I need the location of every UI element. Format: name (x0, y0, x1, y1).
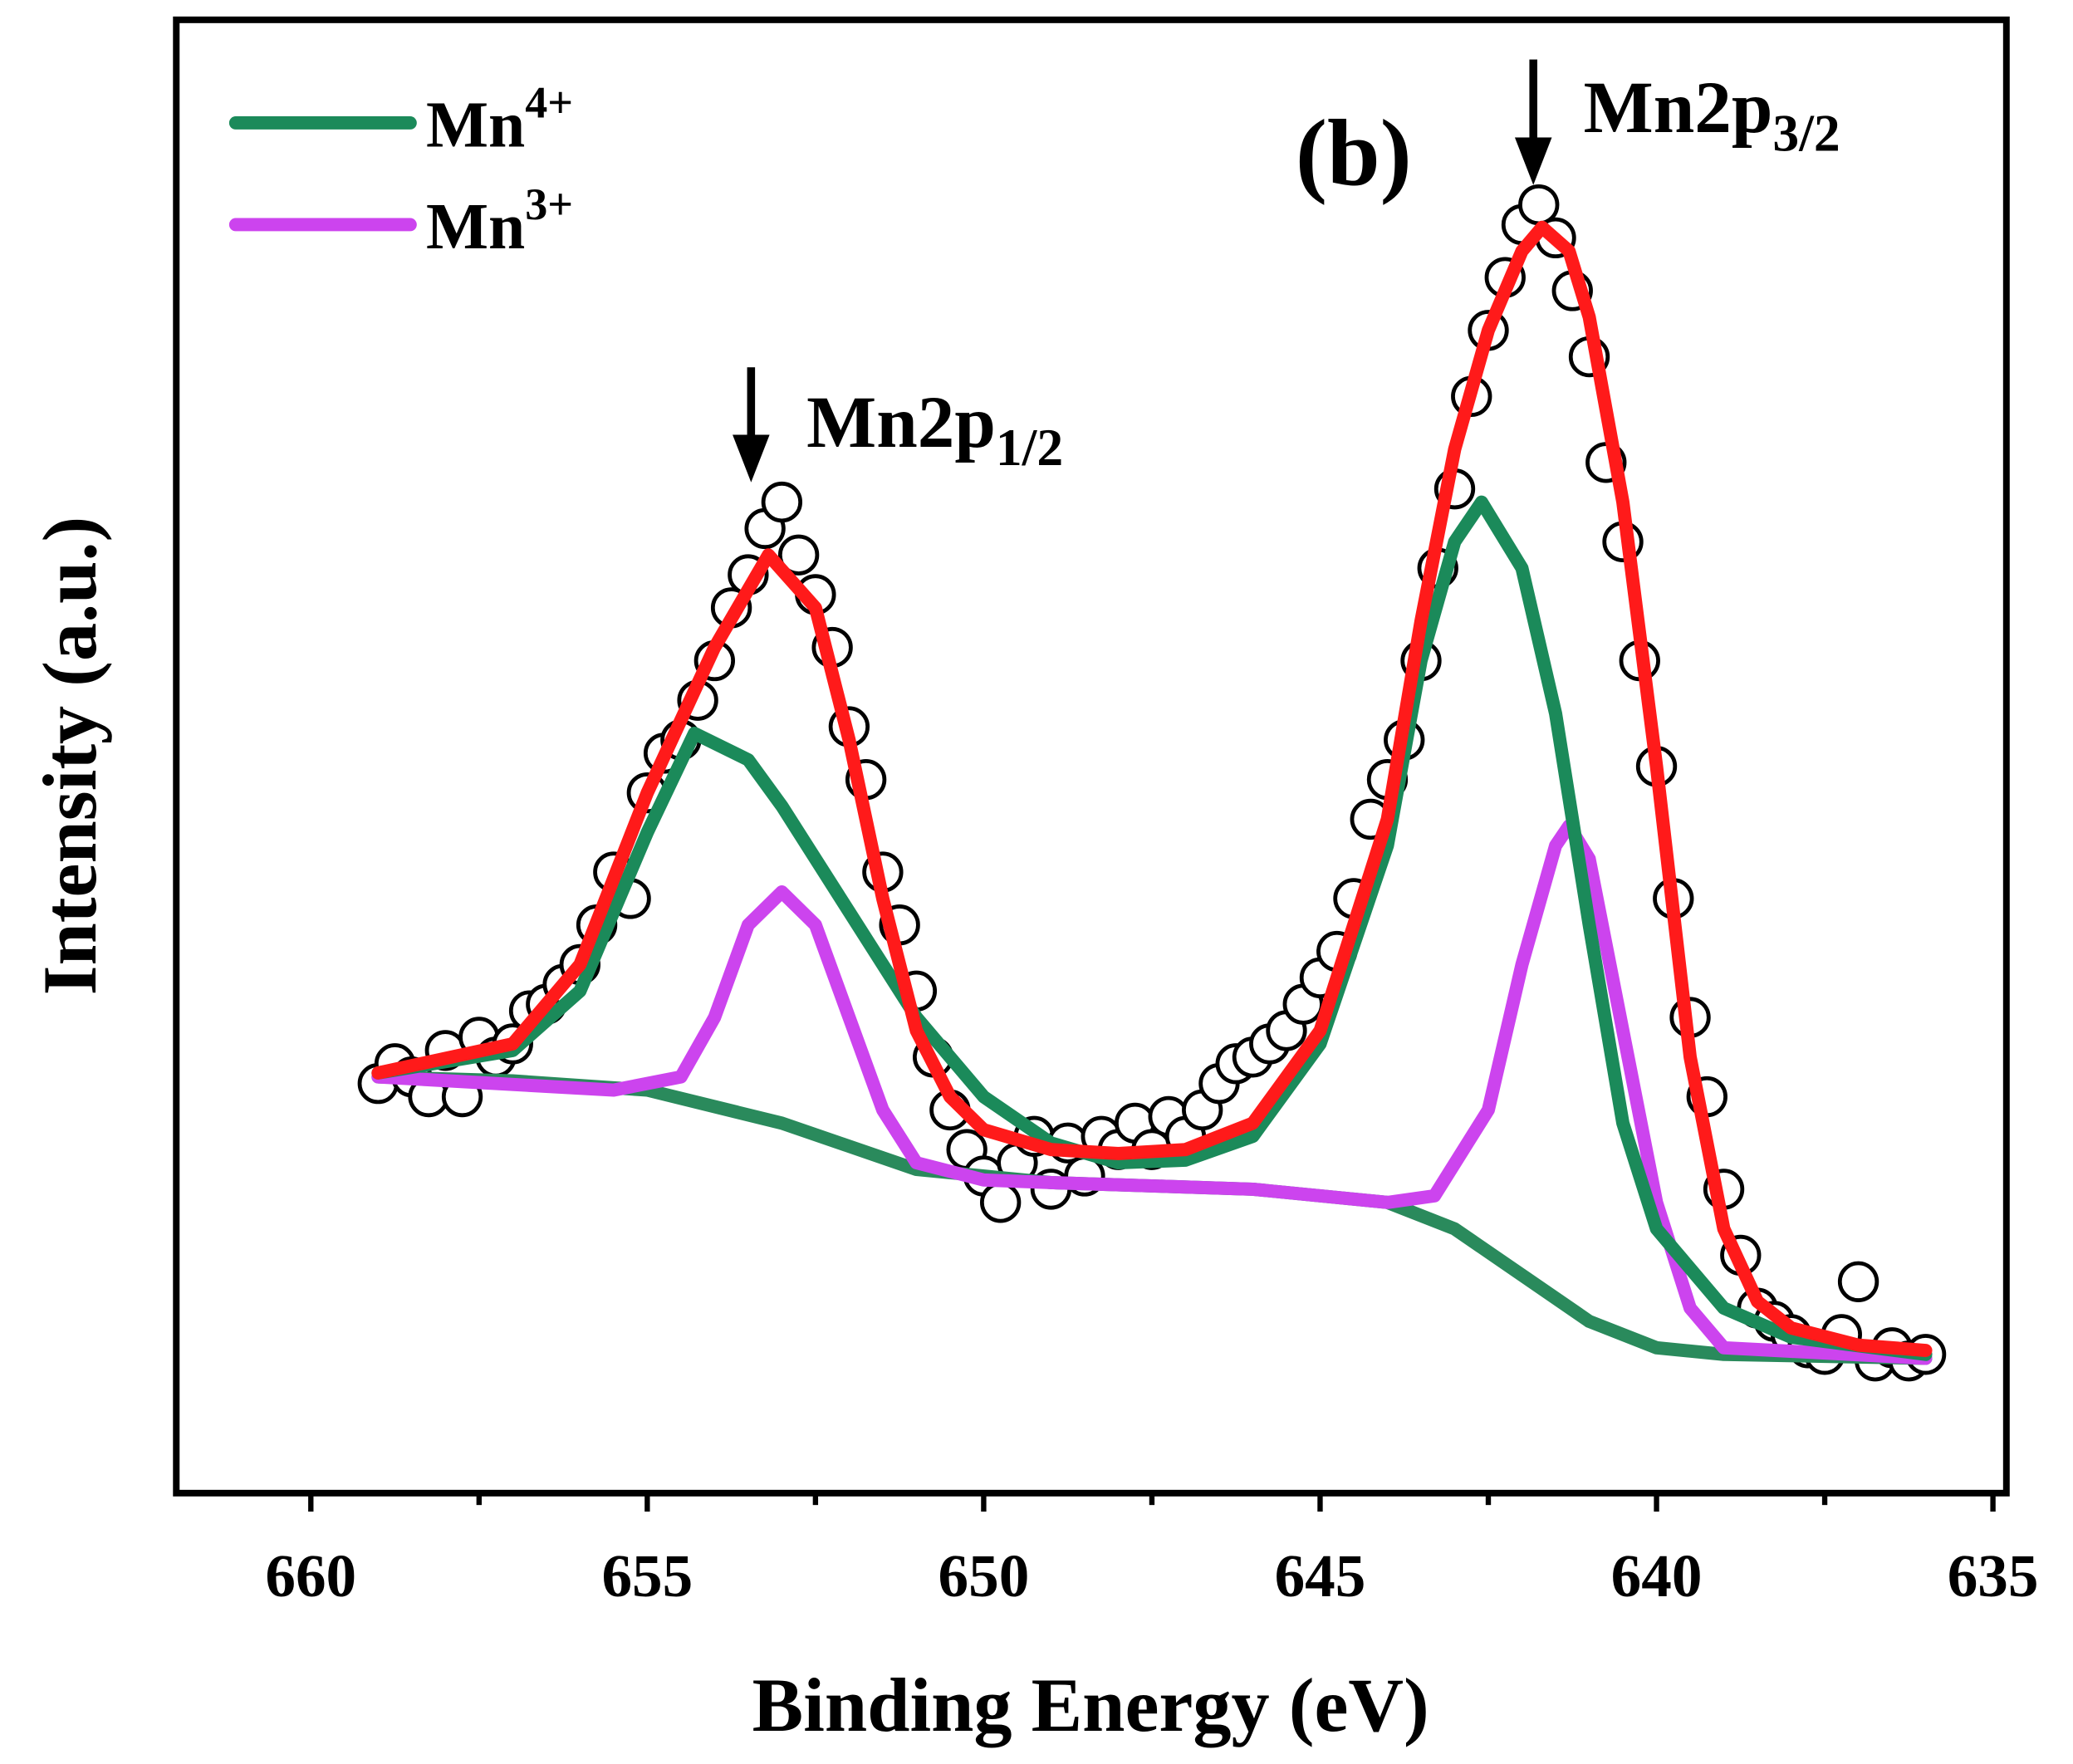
fit-line (371, 819, 1933, 1365)
plot-frame (173, 16, 2010, 1497)
data-point (777, 534, 820, 576)
x-tick-label: 645 (1275, 1542, 1366, 1610)
annotation-sub: 1/2 (996, 418, 1063, 477)
x-axis-label: Binding Energy (eV) (752, 1663, 1429, 1747)
annotation-text: Mn2p (806, 382, 996, 463)
data-point (1837, 1261, 1879, 1302)
fit-line (371, 495, 1933, 1361)
x-tick-label: 635 (1948, 1542, 2039, 1610)
legend-sup: 3+ (525, 179, 573, 229)
legend-label: Mn3+ (426, 179, 573, 263)
annotation: (b) (1296, 100, 1412, 206)
data-point (761, 481, 803, 523)
legend-sup: 4+ (525, 78, 573, 128)
annotation-sub: 3/2 (1772, 103, 1840, 162)
y-axis-label: Intensity (a.u.) (27, 517, 112, 996)
annotation: Mn2p1/2 (806, 382, 1063, 477)
data-point (979, 1182, 1022, 1223)
legend-name: Mn (426, 89, 525, 162)
fit-line (371, 220, 1933, 1357)
legend-name: Mn (426, 190, 525, 263)
annotation: Mn2p3/2 (1584, 67, 1840, 162)
arrow-head (733, 434, 770, 483)
arrow-head (1514, 137, 1552, 185)
x-tick-label: 640 (1611, 1542, 1703, 1610)
annotation-text: Mn2p (1584, 67, 1773, 149)
legend-label: Mn4+ (426, 78, 573, 162)
x-tick-label: 650 (938, 1542, 1030, 1610)
annotation-text: (b) (1296, 100, 1412, 206)
x-tick-label: 655 (601, 1542, 693, 1610)
x-tick-label: 660 (265, 1542, 356, 1610)
